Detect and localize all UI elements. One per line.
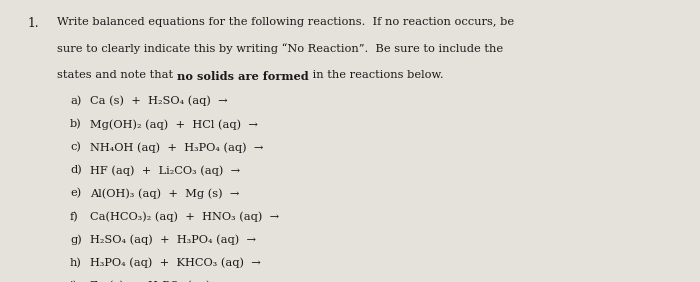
Text: f): f) (70, 212, 78, 222)
Text: Al(OH)₃ (aq)  +  Mg (s)  →: Al(OH)₃ (aq) + Mg (s) → (90, 188, 239, 199)
Text: h): h) (70, 258, 82, 268)
Text: b): b) (70, 119, 82, 129)
Text: sure to clearly indicate this by writing “No Reaction”.  Be sure to include the: sure to clearly indicate this by writing… (57, 44, 503, 54)
Text: states and note that: states and note that (57, 70, 177, 80)
Text: in the reactions below.: in the reactions below. (309, 70, 444, 80)
Text: Mg(OH)₂ (aq)  +  HCl (aq)  →: Mg(OH)₂ (aq) + HCl (aq) → (90, 119, 258, 129)
Text: Write balanced equations for the following reactions.  If no reaction occurs, be: Write balanced equations for the followi… (57, 17, 514, 27)
Text: a): a) (70, 96, 81, 106)
Text: no solids are formed: no solids are formed (177, 70, 309, 81)
Text: g): g) (70, 235, 82, 245)
Text: c): c) (70, 142, 81, 153)
Text: Zn (s)  +  H₃PO₄ (aq)  →: Zn (s) + H₃PO₄ (aq) → (90, 281, 227, 282)
Text: H₃PO₄ (aq)  +  KHCO₃ (aq)  →: H₃PO₄ (aq) + KHCO₃ (aq) → (90, 258, 260, 268)
Text: Ca (s)  +  H₂SO₄ (aq)  →: Ca (s) + H₂SO₄ (aq) → (90, 96, 228, 106)
Text: 1.: 1. (28, 17, 40, 30)
Text: e): e) (70, 188, 81, 199)
Text: Ca(HCO₃)₂ (aq)  +  HNO₃ (aq)  →: Ca(HCO₃)₂ (aq) + HNO₃ (aq) → (90, 212, 279, 222)
Text: i): i) (70, 281, 78, 282)
Text: H₂SO₄ (aq)  +  H₃PO₄ (aq)  →: H₂SO₄ (aq) + H₃PO₄ (aq) → (90, 235, 256, 245)
Text: d): d) (70, 165, 82, 176)
Text: HF (aq)  +  Li₂CO₃ (aq)  →: HF (aq) + Li₂CO₃ (aq) → (90, 165, 239, 176)
Text: NH₄OH (aq)  +  H₃PO₄ (aq)  →: NH₄OH (aq) + H₃PO₄ (aq) → (90, 142, 263, 153)
